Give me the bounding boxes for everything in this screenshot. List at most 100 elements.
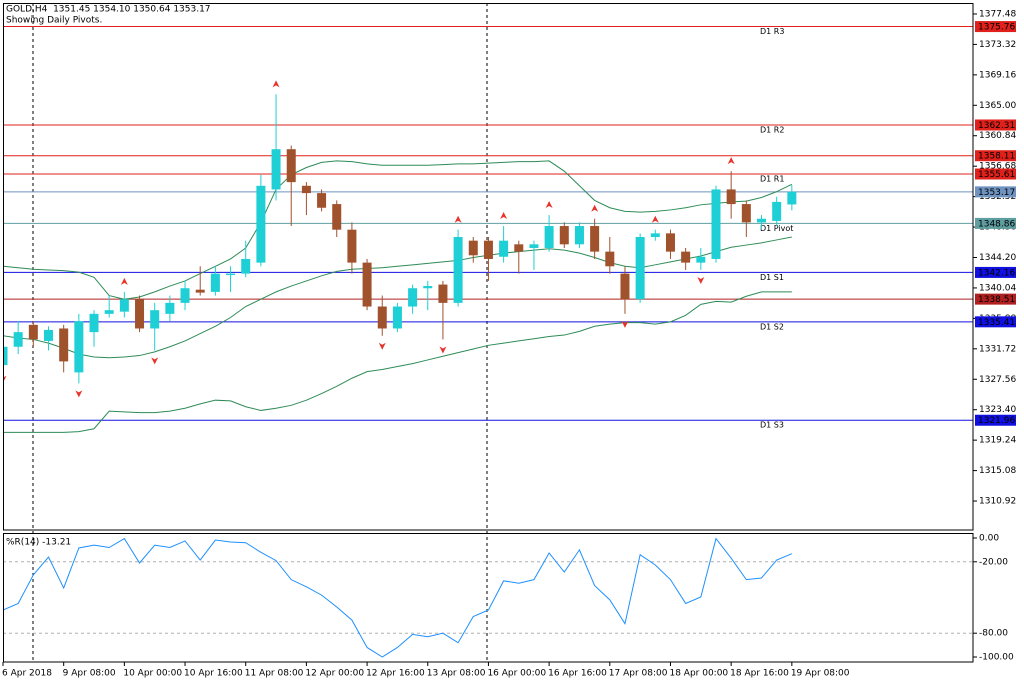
y-tick-label: 1344.20: [979, 253, 1016, 263]
y-tick-label: 1365.00: [979, 101, 1016, 111]
price-box-label: 1358.11: [978, 152, 1015, 162]
band-line: [3, 160, 793, 300]
pivot-label: D1 R2: [760, 125, 784, 134]
fractal-down: [378, 342, 386, 350]
price-box-label: 1348.86: [978, 219, 1015, 229]
y-tick-label: 1319.24: [979, 436, 1016, 446]
candle-body: [226, 273, 236, 276]
candle-body: [286, 149, 296, 183]
fractal-up: [591, 204, 599, 212]
candle-body: [347, 229, 357, 263]
candle-body: [711, 189, 721, 259]
candle-body: [150, 310, 160, 329]
y-tick-label: 1327.56: [979, 375, 1016, 385]
price-box-label: 1335.41: [978, 318, 1015, 328]
candle-body: [3, 346, 8, 366]
candle-body: [650, 233, 660, 238]
candle-body: [757, 218, 766, 223]
fractal-up: [545, 201, 553, 209]
fractal-up: [120, 277, 128, 285]
fractal-down: [151, 357, 159, 365]
price-box: [975, 266, 1016, 278]
y-tick-label: 0.00: [979, 533, 999, 543]
x-tick-label: 13 Apr 08:00: [427, 669, 486, 679]
pivot-label: D1 R3: [760, 27, 784, 36]
candle-body: [544, 226, 554, 248]
candle-body: [165, 302, 175, 314]
indicator-title: %R(14) -13.21: [6, 538, 71, 548]
x-tick-label: 17 Apr 08:00: [609, 669, 668, 679]
y-tick-label: 1369.16: [979, 70, 1016, 80]
candle-body: [241, 258, 251, 274]
candle-body: [696, 256, 706, 263]
x-tick-label: 16 Apr 00:00: [487, 669, 546, 679]
candle-body: [135, 299, 145, 329]
price-box: [975, 316, 1016, 328]
price-box-label: 1338.51: [978, 295, 1015, 305]
axes: 1377.48 1373.32 1369.16 1365.00 1360.84 1356.…: [2, 9, 1016, 678]
pivot-label: D1 Pivot: [760, 224, 793, 233]
candle-body: [195, 289, 205, 293]
candle-body: [681, 251, 691, 263]
fractal-down: [75, 390, 83, 398]
price-box-label: 1321.96: [978, 416, 1015, 426]
candle-body: [438, 284, 448, 303]
y-tick-label: 1340.04: [979, 283, 1016, 293]
indicator-plot: [3, 537, 973, 658]
x-tick-label: 12 Apr 00:00: [305, 669, 364, 679]
x-tick-label: 10 Apr 16:00: [184, 669, 243, 679]
candle-body: [590, 226, 600, 252]
price-box: [975, 21, 1016, 33]
candle-body: [483, 240, 493, 259]
y-tick-label: -80.00: [979, 629, 1008, 639]
price-frame: [3, 3, 974, 531]
pivot-label: D1 S2: [760, 322, 784, 331]
band-line: [3, 291, 792, 433]
candle-body: [559, 226, 569, 245]
x-tick-label: 10 Apr 00:00: [123, 669, 182, 679]
candle-body: [271, 149, 281, 190]
candle-body: [362, 262, 372, 307]
candle-body: [119, 299, 129, 312]
fractal-up: [500, 212, 508, 220]
candle-body: [772, 201, 782, 221]
x-tick-label: 12 Apr 16:00: [366, 669, 425, 679]
candle-body: [28, 324, 38, 340]
candle-body: [317, 193, 327, 208]
x-tick-label: 6 Apr 2018: [2, 669, 52, 679]
candle-body: [741, 204, 751, 223]
y-tick-label: -20.00: [979, 557, 1008, 567]
pivot-label: D1 R1: [760, 175, 784, 184]
y-tick-label: 1331.72: [979, 344, 1016, 354]
candle-body: [514, 244, 524, 252]
x-tick-label: 19 Apr 08:00: [791, 669, 850, 679]
candle-body: [453, 237, 463, 303]
y-tick-label: 1373.32: [979, 40, 1016, 50]
candle-body: [59, 328, 69, 362]
price-box: [975, 414, 1016, 426]
y-tick-label: -100.00: [979, 653, 1014, 663]
pivot-label: D1 S3: [760, 421, 784, 430]
candle-body: [468, 240, 478, 256]
price-box: [975, 119, 1016, 131]
pivot-label: D1 S1: [760, 273, 784, 282]
y-tick-label: 1377.48: [979, 9, 1016, 19]
indicator-frame: [3, 533, 974, 663]
fractal-down: [697, 276, 705, 284]
price-box-label: 1375.76: [978, 23, 1015, 33]
price-box: [975, 168, 1016, 180]
x-tick-label: 18 Apr 16:00: [730, 669, 789, 679]
y-tick-label: 1310.92: [979, 497, 1016, 507]
candle-body: [665, 233, 675, 252]
x-tick-label: 18 Apr 00:00: [669, 669, 728, 679]
price-box: [975, 293, 1016, 305]
fractal-up: [454, 215, 462, 223]
price-box: [975, 217, 1016, 229]
y-tick-label: 1356.68: [979, 162, 1016, 172]
candle-body: [89, 313, 99, 333]
candle-body: [635, 237, 645, 300]
candle-body: [423, 286, 433, 289]
candle-body: [74, 321, 84, 373]
candle-body: [332, 204, 342, 230]
